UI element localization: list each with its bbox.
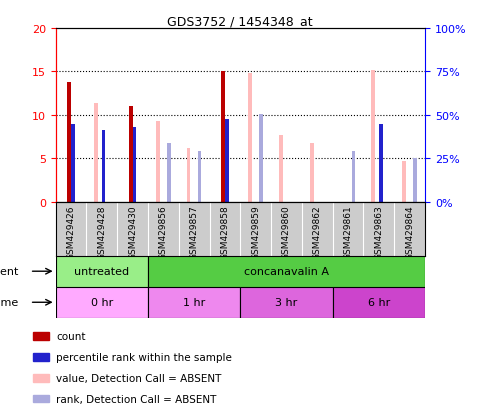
Bar	[156, 122, 159, 202]
Bar	[221, 72, 225, 202]
FancyBboxPatch shape	[333, 287, 425, 318]
Bar	[94, 104, 98, 202]
Bar	[167, 143, 170, 202]
FancyBboxPatch shape	[56, 256, 148, 287]
Title: GDS3752 / 1454348_at: GDS3752 / 1454348_at	[168, 15, 313, 28]
Bar	[413, 158, 417, 202]
Bar	[132, 128, 136, 202]
Text: 6 hr: 6 hr	[368, 297, 390, 308]
Text: GSM429430: GSM429430	[128, 205, 137, 259]
Text: rank, Detection Call = ABSENT: rank, Detection Call = ABSENT	[57, 394, 217, 404]
Text: GSM429861: GSM429861	[343, 205, 353, 260]
Bar	[379, 125, 383, 202]
Bar	[248, 74, 252, 202]
Text: 0 hr: 0 hr	[91, 297, 113, 308]
Text: concanavalin A: concanavalin A	[244, 266, 329, 277]
Bar	[187, 149, 190, 202]
Bar	[402, 161, 406, 202]
Bar	[352, 152, 355, 202]
Text: count: count	[57, 331, 86, 341]
Text: GSM429428: GSM429428	[97, 205, 106, 259]
Text: GSM429863: GSM429863	[374, 205, 384, 260]
Bar	[371, 71, 375, 202]
FancyBboxPatch shape	[56, 287, 148, 318]
Text: GSM429864: GSM429864	[405, 205, 414, 259]
Text: GSM429856: GSM429856	[159, 205, 168, 260]
Text: 1 hr: 1 hr	[183, 297, 205, 308]
Bar	[310, 143, 313, 202]
Text: GSM429426: GSM429426	[67, 205, 75, 259]
Bar	[33, 332, 49, 340]
Text: 3 hr: 3 hr	[275, 297, 298, 308]
Bar	[33, 374, 49, 382]
Text: GSM429857: GSM429857	[190, 205, 199, 260]
Bar	[102, 131, 105, 202]
Bar	[33, 354, 49, 361]
Bar	[279, 135, 283, 202]
Text: percentile rank within the sample: percentile rank within the sample	[57, 352, 232, 362]
FancyBboxPatch shape	[241, 287, 333, 318]
Bar	[259, 115, 263, 202]
Text: GSM429858: GSM429858	[220, 205, 229, 260]
Text: agent: agent	[0, 266, 19, 277]
Text: GSM429860: GSM429860	[282, 205, 291, 260]
Text: value, Detection Call = ABSENT: value, Detection Call = ABSENT	[57, 373, 222, 383]
Text: GSM429862: GSM429862	[313, 205, 322, 259]
FancyBboxPatch shape	[148, 256, 425, 287]
Text: time: time	[0, 297, 19, 308]
Bar	[225, 120, 228, 202]
Bar	[198, 152, 201, 202]
Text: GSM429859: GSM429859	[251, 205, 260, 260]
Text: untreated: untreated	[74, 266, 129, 277]
Bar	[71, 124, 75, 202]
Bar	[67, 83, 71, 202]
Bar	[129, 107, 132, 202]
FancyBboxPatch shape	[148, 287, 241, 318]
Bar	[33, 395, 49, 403]
